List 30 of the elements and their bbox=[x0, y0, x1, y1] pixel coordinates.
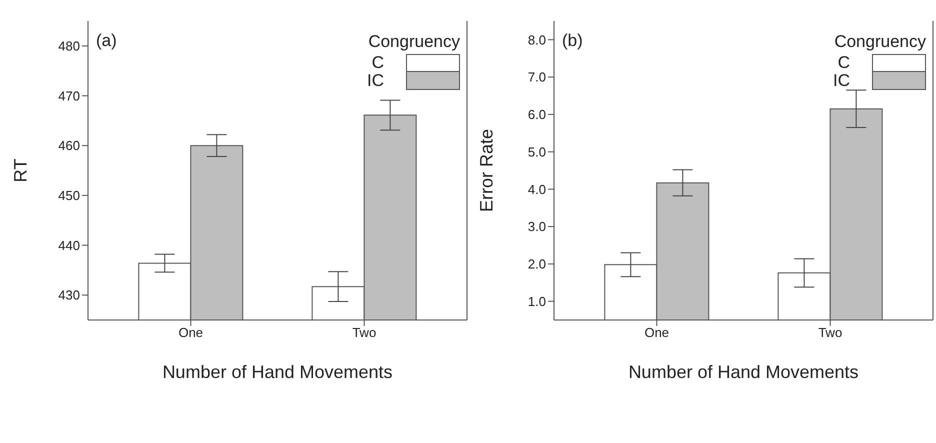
x-tick-label: Two bbox=[818, 325, 842, 340]
y-tick-label: 3.0 bbox=[528, 219, 546, 234]
y-tick-label: 6.0 bbox=[528, 107, 546, 122]
text: (b) bbox=[562, 31, 583, 51]
y-tick-label: 430 bbox=[58, 288, 80, 303]
x-tick-label: One bbox=[178, 325, 204, 340]
legend-label: IC bbox=[367, 71, 384, 90]
text: (a) bbox=[96, 31, 117, 51]
legend-label: C bbox=[838, 53, 850, 72]
y-axis-title: Error Rate bbox=[476, 128, 496, 212]
x-tick-label: Two bbox=[352, 325, 376, 340]
y-tick-label: 480 bbox=[58, 38, 80, 54]
y-tick-label: 440 bbox=[58, 238, 80, 253]
y-tick-label: 8.0 bbox=[528, 32, 546, 48]
y-tick-label: 7.0 bbox=[528, 70, 546, 85]
legend-label: C bbox=[372, 53, 384, 72]
x-axis-title: Number of Hand Movements bbox=[628, 362, 859, 382]
y-tick-label: 460 bbox=[58, 138, 80, 154]
x-tick-label: One bbox=[644, 325, 670, 340]
legend-title: Congruency bbox=[833, 32, 926, 52]
legend-label: IC bbox=[833, 71, 850, 90]
y-tick-label: 1.0 bbox=[528, 294, 546, 309]
y-tick-label: 2.0 bbox=[528, 256, 546, 272]
legend-title: Congruency bbox=[367, 32, 460, 52]
y-tick-label: 5.0 bbox=[528, 144, 546, 160]
y-tick-label: 470 bbox=[58, 88, 80, 104]
y-tick-label: 450 bbox=[58, 188, 80, 204]
x-axis-title: Number of Hand Movements bbox=[162, 362, 393, 382]
y-axis-title: RT bbox=[10, 158, 30, 182]
y-tick-label: 4.0 bbox=[528, 182, 546, 197]
